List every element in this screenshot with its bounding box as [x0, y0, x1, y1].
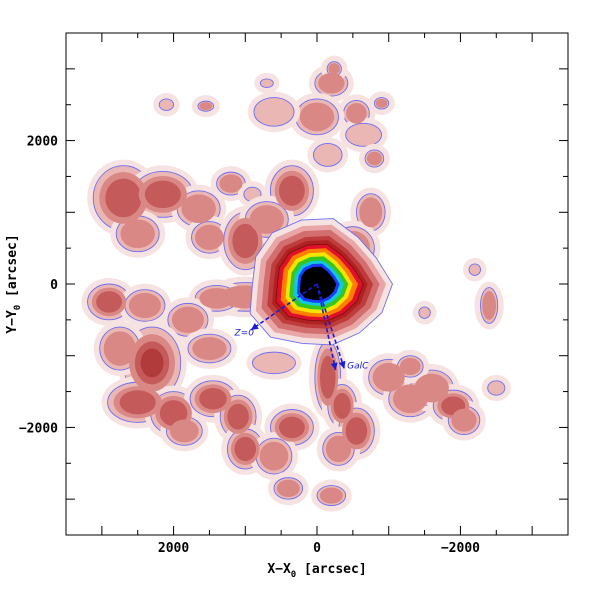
contour-level-3: [320, 355, 336, 399]
outlined-contour-blob: [158, 98, 175, 111]
contour-level-2: [259, 441, 289, 471]
contour-level-2: [359, 197, 383, 228]
outlined-contour-blob: [252, 351, 296, 375]
y-tick-label: 2000: [27, 135, 58, 150]
outlined-contour-blob: [253, 97, 295, 127]
contour-level-3: [199, 387, 227, 410]
contour-level-2: [299, 102, 335, 132]
contour-level-2: [399, 357, 421, 376]
contour-level-2: [319, 487, 343, 504]
central-source-layer: [249, 218, 393, 346]
contour-level-2: [192, 337, 227, 361]
direction-arrow-head: [251, 323, 259, 330]
x-tick-label: 0: [313, 541, 321, 556]
y-tick-label: −2000: [19, 421, 58, 436]
contour-level-2: [120, 219, 155, 249]
contour-level-2: [451, 408, 477, 432]
contour-level-2: [276, 479, 300, 497]
outlined-contour-blob: [312, 142, 343, 167]
outlined-contour-blob: [487, 380, 506, 396]
contour-level-2: [414, 373, 449, 403]
outlined-contour-blob: [468, 263, 481, 276]
contour-level-3: [333, 393, 351, 419]
contour-level-2: [195, 224, 224, 251]
direction-arrow-head: [330, 362, 338, 371]
contour-level-2: [318, 72, 345, 94]
y-axis-title: Y−Y0 [arcsec]: [5, 234, 23, 333]
plot-area: Z=0 GalC: [66, 33, 568, 535]
contour-level-3: [105, 178, 142, 218]
contour-level-2: [482, 291, 496, 320]
direction-arrow-head: [338, 360, 346, 369]
outlined-contour-blob: [418, 306, 431, 319]
contour-level-3: [234, 436, 257, 461]
direction-arrow-line: [316, 283, 346, 369]
contour-level-2: [219, 174, 243, 193]
contour-level-3: [278, 175, 305, 206]
contour-level-2: [103, 331, 136, 366]
contour-level-2: [325, 435, 352, 463]
contour-level-2: [372, 362, 405, 392]
contour-level-2: [328, 63, 340, 75]
contour-level-2: [375, 98, 388, 108]
contour-level-3: [232, 223, 259, 259]
contour-level-2: [169, 419, 199, 443]
contour-level-3: [227, 403, 249, 430]
arrow-annotation-label: Z=0: [234, 329, 255, 339]
contour-level-2: [366, 151, 382, 166]
contour-level-3: [96, 291, 122, 313]
contour-level-2: [181, 194, 216, 224]
contour-level-3: [278, 416, 305, 439]
contour-level-2: [249, 205, 285, 234]
y-tick-label: 0: [50, 278, 58, 293]
x-tick-label: 2000: [158, 541, 189, 556]
contour-level-3: [144, 180, 181, 209]
contour-level-4: [140, 348, 164, 378]
contour-level-3: [159, 400, 188, 426]
outlined-contour-blob: [259, 78, 274, 88]
x-axis-title: X−X0 [arcsec]: [267, 562, 366, 580]
direction-arrow-line: [250, 283, 318, 331]
y-tick-labels: 2000 0 −2000: [19, 135, 58, 437]
arrow-annotation-label: GalC: [347, 362, 369, 372]
x-tick-label: −2000: [441, 541, 480, 556]
annotation-layer: Z=0 GalC: [234, 329, 370, 372]
contour-level-2: [199, 288, 234, 309]
contour-level-2: [346, 102, 367, 124]
contour-level-3: [119, 390, 156, 415]
axis-ticks: [66, 33, 568, 535]
outlined-contour-blob: [345, 122, 382, 147]
x-tick-labels: 2000 0 −2000: [158, 541, 480, 556]
contour-level-2: [128, 292, 161, 319]
direction-arrows-layer: [250, 283, 346, 371]
direction-arrow-line: [316, 283, 337, 371]
contour-level-2: [171, 306, 204, 334]
core-contour-11: [299, 266, 337, 301]
contour-level-2: [199, 102, 213, 111]
contour-level-3: [345, 417, 368, 445]
